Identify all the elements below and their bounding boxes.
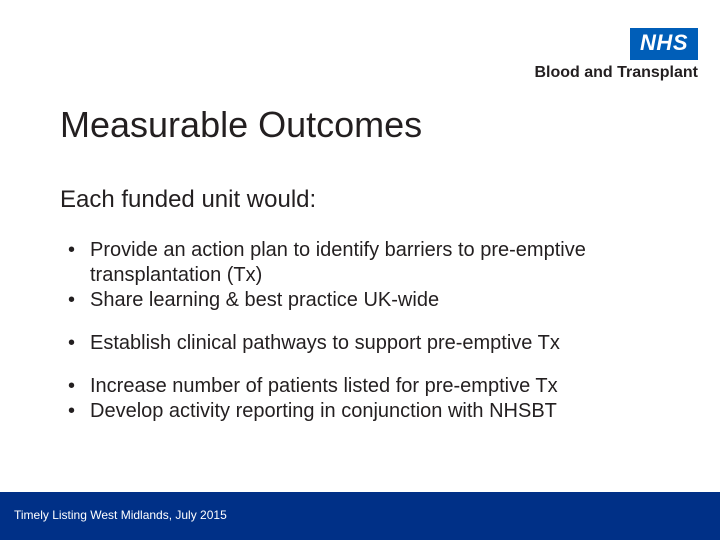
slide-title: Measurable Outcomes — [60, 104, 422, 146]
list-item: Develop activity reporting in conjunctio… — [60, 399, 680, 424]
bullet-list: Increase number of patients listed for p… — [60, 374, 680, 424]
nhs-logo-box: NHS — [630, 28, 698, 60]
bullet-list: Establish clinical pathways to support p… — [60, 331, 680, 356]
brand-subtitle: Blood and Transplant — [534, 64, 698, 82]
list-item: Increase number of patients listed for p… — [60, 374, 680, 399]
brand-logo: NHS Blood and Transplant — [534, 28, 698, 82]
slide-subtitle: Each funded unit would: — [60, 186, 316, 214]
bullet-gap — [60, 313, 680, 331]
bullet-list: Provide an action plan to identify barri… — [60, 238, 680, 313]
list-item: Establish clinical pathways to support p… — [60, 331, 680, 356]
bullet-gap — [60, 356, 680, 374]
slide: NHS Blood and Transplant Measurable Outc… — [0, 0, 720, 540]
list-item: Provide an action plan to identify barri… — [60, 238, 680, 288]
footer-text: Timely Listing West Midlands, July 2015 — [14, 508, 227, 522]
footer-bar: Timely Listing West Midlands, July 2015 — [0, 492, 720, 540]
list-item: Share learning & best practice UK-wide — [60, 288, 680, 313]
bullet-content: Provide an action plan to identify barri… — [60, 238, 680, 424]
